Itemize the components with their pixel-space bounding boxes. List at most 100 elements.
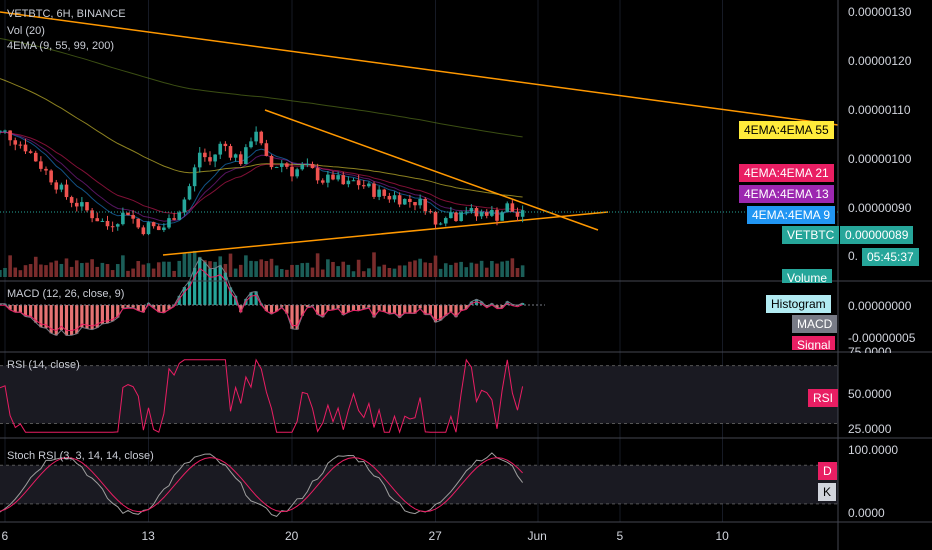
candle <box>218 143 223 155</box>
macd-histogram-bar <box>249 292 253 305</box>
candle <box>433 211 438 225</box>
volume-bar <box>85 262 89 277</box>
macd-histogram-bar <box>275 305 279 312</box>
macd-histogram-bar <box>428 305 432 315</box>
candle <box>346 180 351 185</box>
stoch-tick: 0.0000 <box>848 506 885 520</box>
candle <box>8 130 12 141</box>
volume-tag: Volume <box>782 269 833 283</box>
macd-histogram-bar <box>141 305 145 313</box>
volume-bar <box>254 261 258 277</box>
macd-histogram-bar <box>392 305 397 314</box>
candle <box>459 212 463 222</box>
macd-histogram-bar <box>285 305 289 314</box>
wedge-lower-line <box>162 211 609 256</box>
volume-legend[interactable]: Vol (20) <box>7 25 45 37</box>
macd-histogram-bar <box>213 268 217 305</box>
volume-bar <box>423 262 428 277</box>
macd-histogram-bar <box>387 305 391 315</box>
rsi-tag: RSI <box>808 389 839 407</box>
volume-bar <box>479 260 484 277</box>
ema-line <box>0 38 523 138</box>
candle <box>177 212 182 220</box>
candle <box>274 166 279 168</box>
macd-histogram-bar <box>162 305 166 313</box>
macd-histogram-bar <box>290 305 294 329</box>
candle <box>69 197 74 203</box>
volume-bar <box>387 267 392 277</box>
candle <box>341 175 346 185</box>
macd-histogram-bar <box>280 305 284 307</box>
volume-bar <box>464 267 469 277</box>
macd-histogram-bar <box>254 291 258 305</box>
volume-bar <box>141 264 146 277</box>
volume-bar <box>64 258 69 277</box>
candle <box>367 183 371 187</box>
macd-histogram-bar <box>336 305 340 309</box>
macd-tag: MACD <box>792 315 838 333</box>
macd-histogram-bar <box>218 265 222 305</box>
candle <box>479 212 484 217</box>
trend-lines <box>0 11 839 256</box>
candle <box>402 198 407 205</box>
candle <box>510 203 515 212</box>
rsi-legend[interactable]: RSI (14, close) <box>7 359 80 371</box>
candle <box>413 202 417 206</box>
candle <box>85 202 89 211</box>
volume-bar <box>346 264 351 277</box>
candle <box>167 218 171 228</box>
resistance-line <box>0 11 839 126</box>
volume-bar <box>233 268 238 277</box>
stoch-k-line <box>0 452 523 517</box>
macd-histogram-bar <box>34 305 38 323</box>
volume-bar <box>172 270 176 277</box>
stoch-d-tag: D <box>818 462 837 480</box>
volume-bar <box>515 268 520 277</box>
candle <box>13 140 18 145</box>
macd-histogram-bar <box>95 305 99 328</box>
volume-bar <box>490 260 494 277</box>
volume-bar <box>105 264 110 277</box>
candle <box>131 215 135 219</box>
macd-histogram-bar <box>131 305 135 308</box>
ema-line <box>0 131 523 226</box>
candle <box>172 218 176 220</box>
macd-histogram-bar <box>418 305 422 309</box>
volume-bar <box>402 265 407 277</box>
macd-histogram-bar <box>305 305 309 307</box>
candle <box>182 199 187 213</box>
ema13-tag: 4EMA:4EMA 13 <box>739 185 834 203</box>
candle <box>156 226 161 231</box>
volume-bar <box>156 262 161 277</box>
signal-line <box>0 267 523 332</box>
volume-bar <box>510 258 515 277</box>
macd-histogram-bar <box>8 305 12 310</box>
candle <box>238 154 243 165</box>
volume-bar <box>285 269 289 277</box>
time-tick: 20 <box>285 529 299 543</box>
price-tick: 0.00000110 <box>848 103 911 117</box>
candle <box>64 184 69 198</box>
stoch-legend[interactable]: Stoch RSI (3, 3, 14, 14, close) <box>7 450 154 462</box>
volume-bar <box>69 266 74 277</box>
macd-histogram-bar <box>326 305 330 311</box>
macd-legend[interactable]: MACD (12, 26, close, 9) <box>7 288 125 300</box>
candle <box>100 220 105 222</box>
volume-bar <box>80 263 84 277</box>
macd-histogram-bar <box>439 305 443 321</box>
ema9-tag: 4EMA:4EMA 9 <box>747 206 836 224</box>
macd-histogram-bar <box>80 305 84 328</box>
macd-histogram-bar <box>316 305 320 315</box>
volume-bar <box>408 261 412 277</box>
signal-tag: Signal <box>792 336 836 350</box>
price-tick: 0.00000090 <box>848 201 912 215</box>
candle <box>423 198 428 212</box>
macd-histogram-bar <box>321 305 325 318</box>
ema-legend[interactable]: 4EMA (9, 55, 99, 200) <box>7 40 115 52</box>
volume-bar <box>341 261 346 277</box>
candle <box>418 198 422 206</box>
volume-bar <box>295 264 299 277</box>
rsi-line <box>0 358 524 434</box>
candle <box>443 218 448 224</box>
